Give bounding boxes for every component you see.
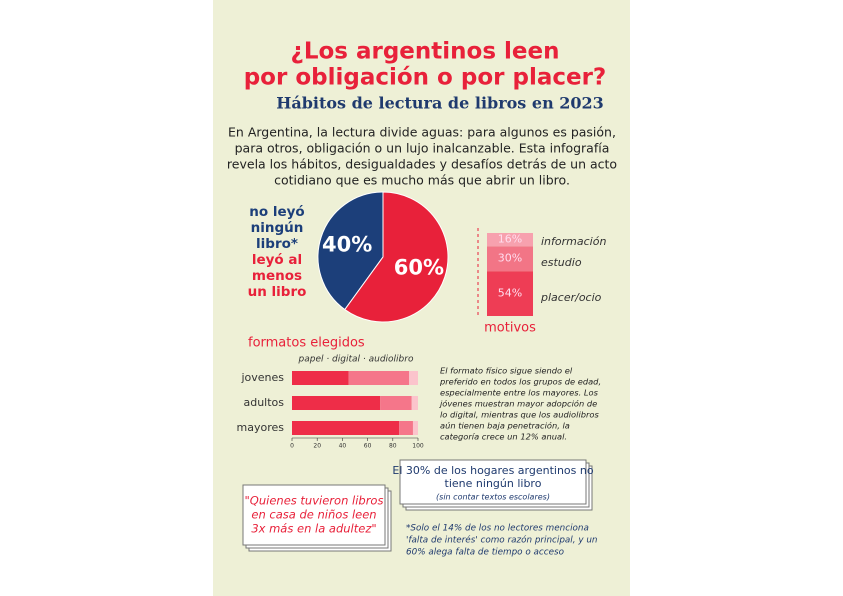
- box-line: tiene ningún libro: [445, 477, 542, 490]
- x-tick-label: 40: [339, 443, 347, 450]
- formats-text-line: El formato físico sigue siendo el: [440, 366, 573, 376]
- x-tick-label: 80: [389, 443, 397, 450]
- stack-segment: [487, 271, 533, 316]
- segment-label: 30%: [498, 252, 522, 265]
- pie-category-label: un libro: [248, 284, 307, 300]
- subtitle: Hábitos de lectura de libros en 2023: [276, 94, 604, 113]
- formats-text-line: especialmente entre los mayores. Los: [440, 388, 599, 398]
- row-label: mayores: [237, 421, 285, 434]
- pie-value-label: 60%: [394, 256, 444, 280]
- intro-line: revela los hábitos, desigualdades y desa…: [227, 157, 617, 172]
- segment-label: 54%: [498, 287, 522, 300]
- households-box: [399, 459, 593, 511]
- row-label: adultos: [243, 396, 284, 409]
- pie-category-label: menos: [252, 268, 302, 284]
- footnote-line: 60% alega falta de tiempo o acceso: [406, 548, 564, 558]
- stack-segment: [487, 246, 533, 272]
- row-label: jovenes: [240, 371, 284, 384]
- pie-slice: [317, 191, 384, 311]
- title-line: ¿Los argentinos leen: [290, 39, 559, 65]
- pie-category-label: no leyó: [249, 204, 304, 220]
- segment-label: 16%: [498, 233, 522, 246]
- formats-text-line: jóvenes muestran mayor adopción de: [439, 399, 597, 409]
- paper: [242, 484, 386, 546]
- quote-line: en casa de niños leen: [251, 508, 376, 522]
- footnote-line: *Solo el 14% de los no lectores menciona: [406, 524, 589, 534]
- x-tick-label: 60: [364, 443, 372, 450]
- pie-slice: [344, 191, 449, 323]
- box-line: (sin contar textos escolares): [436, 493, 550, 502]
- quote-line: 3x más en la adultez": [251, 522, 376, 536]
- stack-title: motivos: [484, 321, 536, 336]
- formats-text-line: aún tienen baja penetración, la: [440, 421, 570, 431]
- box-line: El 30% de los hogares argentinos no: [392, 464, 593, 477]
- pie-category-label: leyó al: [252, 252, 302, 268]
- bar-segment: [292, 371, 349, 385]
- bar-segment: [348, 371, 410, 385]
- quote-line: "Quienes tuvieron libros: [245, 494, 384, 508]
- segment-category: información: [541, 235, 606, 248]
- paper: [399, 459, 587, 505]
- bar-segment: [292, 421, 400, 435]
- intro-line: para otros, obligación o un lujo inalcan…: [235, 141, 610, 156]
- title-line: por obligación o por placer?: [244, 65, 607, 91]
- x-tick-label: 0: [290, 443, 294, 450]
- pie-category-label: ningún: [251, 220, 304, 236]
- segment-category: estudio: [541, 256, 582, 269]
- footnote-line: 'falta de interés' como razón principal,…: [406, 535, 598, 546]
- bar-segment: [411, 396, 418, 410]
- bar-segment: [399, 421, 413, 435]
- bar-segment: [292, 396, 381, 410]
- pie-category-label: libro*: [256, 236, 298, 252]
- stack-segment: [487, 233, 533, 247]
- intro-line: cotidiano que es mucho más que abrir un …: [274, 173, 570, 188]
- bar-segment: [412, 421, 418, 435]
- intro-line: En Argentina, la lectura divide aguas: p…: [228, 125, 616, 140]
- legend: papel · digital · audiolibro: [298, 355, 414, 365]
- bar-segment: [409, 371, 418, 385]
- chart-title: formatos elegidos: [248, 336, 365, 351]
- bar-segment: [380, 396, 412, 410]
- quote-box: [242, 484, 392, 552]
- x-tick-label: 20: [313, 443, 321, 450]
- segment-category: placer/ocio: [540, 291, 602, 304]
- formats-text-line: lo digital, mientras que los audiolibros: [440, 410, 600, 420]
- x-tick-label: 100: [412, 443, 424, 450]
- formats-text-line: preferido en todos los grupos de edad,: [439, 377, 601, 387]
- pie-value-label: 40%: [322, 232, 372, 256]
- formats-text-line: categoría crece un 12% anual.: [440, 432, 567, 442]
